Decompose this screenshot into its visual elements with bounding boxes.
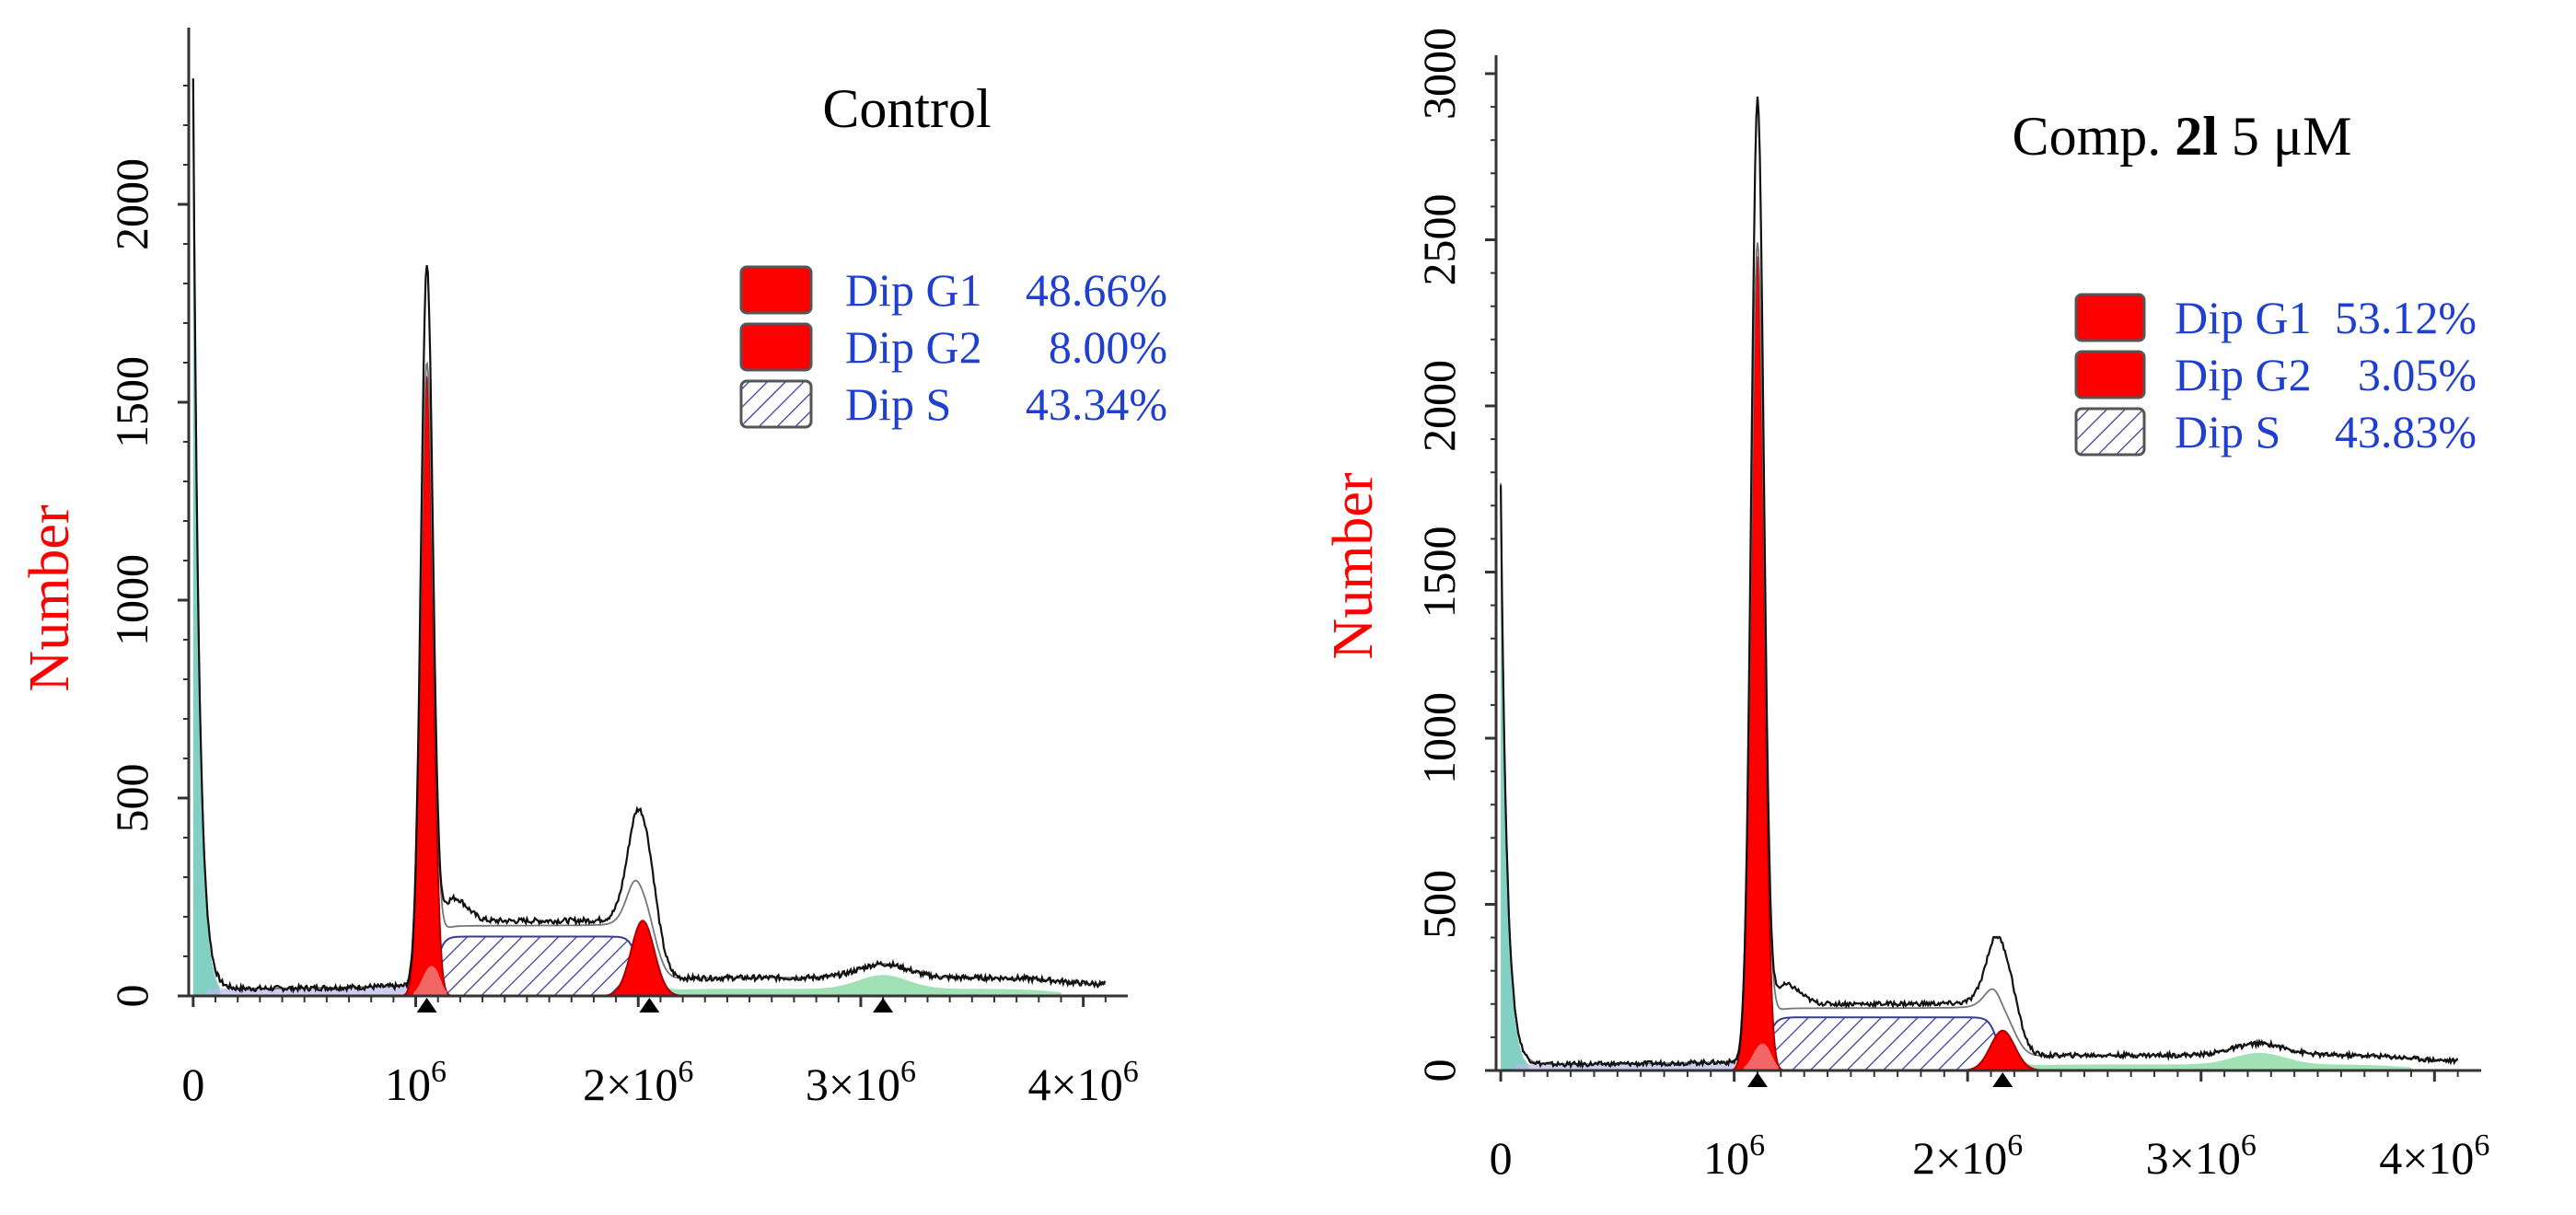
y-tick-label: 1500	[1413, 526, 1465, 619]
s-phase-area	[425, 935, 648, 997]
legend-label: Dip G2	[845, 321, 982, 373]
title-prefix: Comp.	[2013, 106, 2176, 167]
compound-legend: Dip G1 53.12% Dip G2 3.05% Dip S 43.83%	[2074, 292, 2477, 457]
raw-histogram-curve	[191, 78, 1107, 994]
g1-peak-area	[1731, 256, 1784, 1071]
y-tick-label: 3000	[1413, 28, 1465, 120]
g1-overlap-area	[413, 966, 447, 996]
compound-markers	[1746, 1072, 2013, 1087]
y-tick-label: 1000	[1413, 692, 1465, 784]
legend-value: 43.83%	[2335, 406, 2477, 457]
compound-x-ticks: 0 106 2×106 3×106 4×106	[1490, 1070, 2489, 1184]
legend-value: 3.05%	[2358, 349, 2477, 400]
peak-marker	[873, 998, 894, 1012]
y-tick-label: 2000	[106, 158, 157, 250]
control-x-ticks: 0 106 2×106 3×106 4×106	[181, 996, 1139, 1110]
peak-marker	[1992, 1072, 2013, 1087]
title-suffix: 5 μM	[2218, 106, 2352, 167]
legend-swatch	[2074, 407, 2146, 457]
x-tick-label: 3×106	[2146, 1128, 2257, 1184]
y-tick-label: 2500	[1413, 194, 1465, 286]
x-tick-label: 3×106	[806, 1055, 916, 1110]
legend-swatch	[739, 379, 813, 429]
debris-area	[1501, 517, 1529, 1070]
legend-value: 48.66%	[1026, 264, 1167, 316]
legend-label: Dip G2	[2175, 349, 2312, 400]
legend-swatch	[739, 322, 813, 372]
legend-swatch	[2074, 293, 2146, 342]
compound-panel: 0 500 1000 1500 2000 2500 3000 0 106 2×106 3×106 4…	[1322, 28, 2489, 1184]
chart-title: Control	[822, 78, 991, 139]
legend-label: Dip S	[2175, 406, 2280, 457]
legend-label: Dip G1	[845, 264, 982, 316]
title-compound: 2l	[2175, 106, 2218, 167]
x-tick-label: 4×106	[1028, 1055, 1139, 1110]
background-area	[1514, 1012, 1758, 1070]
x-tick-label: 0	[1490, 1132, 1513, 1184]
compound-axes	[1494, 55, 2481, 1072]
y-tick-label: 500	[1413, 870, 1465, 939]
control-areas	[192, 131, 1062, 997]
x-tick-label: 2×106	[1912, 1128, 2023, 1184]
tail-area	[2002, 1052, 2411, 1070]
g1-overlap-area	[1743, 1043, 1779, 1070]
control-curves	[191, 78, 1107, 994]
x-tick-label: 0	[181, 1059, 204, 1110]
x-tick-label: 4×106	[2379, 1128, 2489, 1184]
legend-value: 53.12%	[2335, 292, 2477, 343]
y-tick-label: 1500	[106, 356, 157, 448]
legend-swatch	[2074, 350, 2146, 399]
y-tick-label: 0	[1413, 1059, 1465, 1082]
y-tick-label: 1000	[106, 554, 157, 646]
y-axis-label: Number	[1322, 472, 1385, 660]
y-tick-label: 0	[106, 985, 157, 1008]
debris-area	[192, 131, 220, 996]
g1-peak-area	[401, 375, 453, 997]
legend-value: 43.34%	[1026, 378, 1167, 430]
g2-peak-area	[606, 920, 680, 997]
control-axes	[187, 28, 1128, 998]
raw-histogram-curve	[1500, 96, 2459, 1070]
legend-label: Dip G1	[2175, 292, 2312, 343]
x-tick-label: 106	[385, 1055, 447, 1110]
peak-marker	[639, 998, 660, 1012]
control-panel: 0 500 1000 1500 2000 0 106 2×106 3×106 4×106 Con…	[18, 28, 1167, 1110]
s-phase-area	[1757, 1016, 2009, 1071]
control-markers	[416, 998, 894, 1012]
y-axis-label: Number	[18, 504, 81, 692]
y-tick-label: 500	[106, 764, 157, 833]
peak-marker	[416, 998, 437, 1012]
x-tick-label: 106	[1703, 1128, 1765, 1184]
control-legend: Dip G1 48.66% Dip G2 8.00% Dip S 43.34%	[739, 264, 1167, 430]
legend-label: Dip S	[845, 378, 951, 430]
legend-value: 8.00%	[1049, 321, 1167, 373]
compound-curves	[1500, 96, 2459, 1070]
x-tick-label: 2×106	[583, 1055, 693, 1110]
control-y-ticks: 0 500 1000 1500 2000	[106, 85, 189, 1008]
legend-swatch	[739, 265, 813, 315]
peak-marker	[1746, 1072, 1768, 1087]
g2-peak-area	[1964, 1029, 2043, 1071]
compound-y-ticks: 0 500 1000 1500 2000 2500 3000	[1413, 28, 1496, 1082]
chart-title: Comp. 2l 5 μM	[2013, 106, 2352, 167]
fit-total-curve	[1500, 242, 2458, 1066]
y-tick-label: 2000	[1413, 360, 1465, 452]
tail-area	[643, 970, 1062, 996]
background-area	[206, 949, 427, 996]
